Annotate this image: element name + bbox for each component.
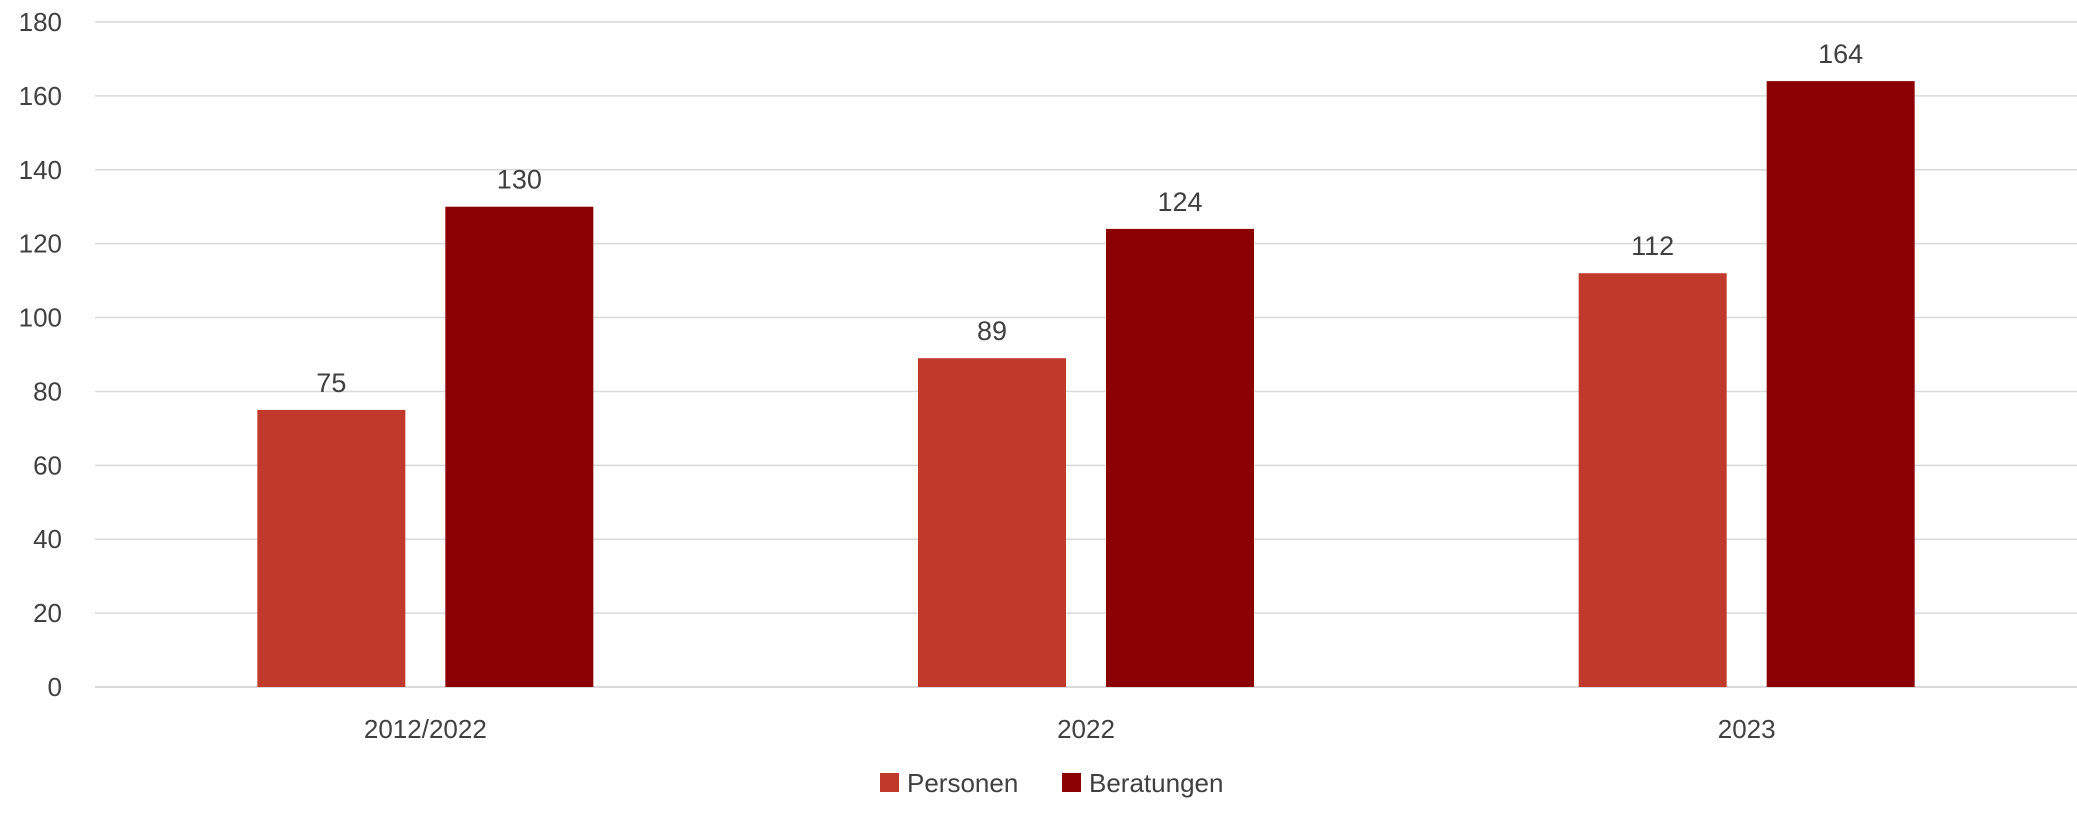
x-axis-tick-labels: 2012/2022 2022 2023 (364, 714, 1776, 744)
x-tick-label: 2012/2022 (364, 714, 487, 744)
y-tick-label: 120 (19, 229, 62, 259)
data-label: 130 (497, 165, 542, 195)
x-tick-label: 2022 (1057, 714, 1115, 744)
y-tick-label: 180 (19, 7, 62, 37)
data-label: 112 (1631, 231, 1674, 261)
data-label: 89 (977, 316, 1007, 346)
y-tick-label: 60 (33, 450, 62, 480)
legend-swatch-personen (880, 773, 899, 792)
y-tick-label: 140 (19, 155, 62, 185)
x-tick-label: 2023 (1718, 714, 1776, 744)
legend: Personen Beratungen (880, 768, 1223, 798)
data-label: 164 (1818, 39, 1863, 69)
y-tick-label: 160 (19, 81, 62, 111)
y-tick-label: 100 (19, 303, 62, 333)
legend-swatch-beratungen (1062, 773, 1081, 792)
bar-beratungen-2 (1766, 81, 1915, 688)
bar-personen-2 (1578, 273, 1727, 687)
bars (257, 81, 1915, 688)
bar-beratungen-1 (1106, 228, 1254, 687)
data-label: 124 (1157, 187, 1202, 217)
y-tick-label: 0 (48, 672, 62, 702)
data-labels: 75 130 89 124 112 164 (316, 39, 1863, 398)
y-axis-tick-labels: 0 20 40 60 80 100 120 140 160 180 (19, 7, 62, 702)
bar-personen-0 (257, 409, 406, 687)
gridlines (95, 21, 2077, 688)
y-tick-label: 80 (33, 376, 62, 406)
data-label: 75 (316, 368, 346, 398)
bar-personen-1 (918, 358, 1066, 687)
legend-label-beratungen: Beratungen (1089, 768, 1223, 798)
bar-beratungen-0 (445, 206, 594, 687)
y-tick-label: 20 (33, 598, 62, 628)
y-tick-label: 40 (33, 524, 62, 554)
legend-label-personen: Personen (907, 768, 1018, 798)
